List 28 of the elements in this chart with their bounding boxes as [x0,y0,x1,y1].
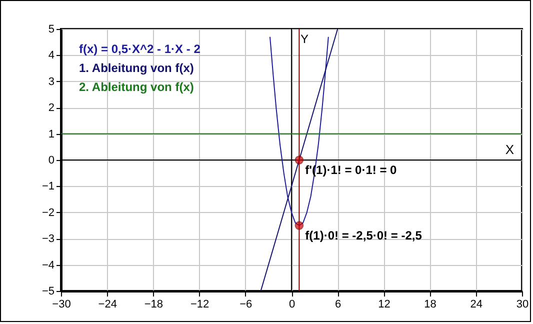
y-tick-label: 5 [48,24,54,36]
x-tick-label: −12 [190,298,210,310]
y-tick-label: −5 [42,286,54,298]
x-tick-label: −24 [98,298,117,310]
y-tick-label: −2 [42,206,54,219]
x-tick-label: −18 [144,298,164,310]
y-axis-title: Y [300,32,309,46]
x-tick-label: 6 [335,298,342,310]
x-axis-title: X [505,142,514,157]
y-tick-label: −1 [42,180,54,193]
x-tick-label: −30 [52,298,71,310]
text: 1. Ableitung von f(x) [79,61,194,75]
annotation: f(1)·0! = -2,5·0! = -2,5 [305,228,422,242]
text: f(x) = 0,5·X^2 - 1·X - 2 [79,42,201,56]
y-tick-label: −4 [42,259,54,272]
x-tick-label: 12 [378,298,390,310]
y-tick-label: 0 [48,154,54,166]
y-tick-label: −3 [42,233,54,246]
x-tick-label: 24 [470,298,483,310]
y-tick-label: 1 [48,128,54,140]
y-tick-label: 4 [48,50,54,62]
x-tick-label: 18 [424,298,436,310]
text: 2. Ableitung von f(x) [79,80,194,94]
y-tick-label: 3 [48,76,54,88]
x-tick-label: 0 [288,298,296,310]
y-tick-label: 2 [48,102,54,114]
x-tick-label: 30 [516,298,529,310]
x-tick-label: −6 [240,298,252,310]
